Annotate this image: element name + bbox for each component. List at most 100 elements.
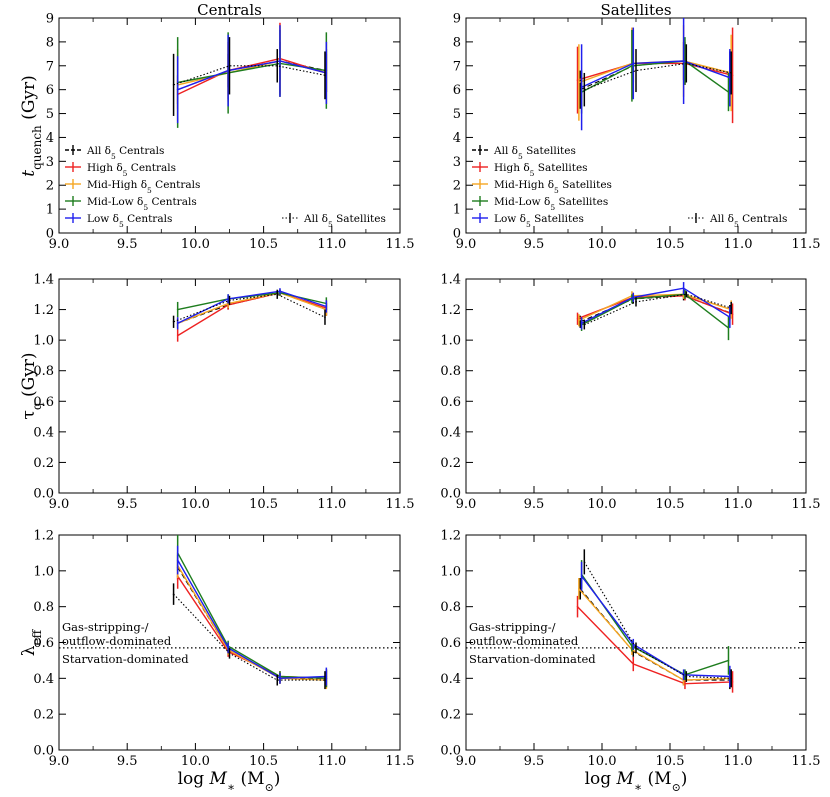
data-point xyxy=(583,561,586,563)
data-point xyxy=(682,287,685,289)
y-tick-label: 0.4 xyxy=(440,672,461,687)
y-tick-label: 0.2 xyxy=(440,456,461,471)
data-point xyxy=(729,76,731,79)
legend-label-midhigh: Mid-High δ5 Centrals xyxy=(87,179,200,195)
y-tick-label: 5 xyxy=(453,107,461,122)
x-tick-label: 11.0 xyxy=(317,237,346,252)
series-line xyxy=(581,60,729,93)
x-tick-label: 11.5 xyxy=(386,237,415,252)
annotation-starvation: Starvation-dominated xyxy=(469,652,596,666)
series-line xyxy=(177,290,327,324)
y-tick-label: 0.6 xyxy=(33,636,54,651)
y-tick-label: 0.0 xyxy=(33,744,54,759)
y-tick-label: 5 xyxy=(46,107,54,122)
data-point xyxy=(279,290,281,293)
legend-label-high: High δ5 Satellites xyxy=(494,162,588,178)
series-line xyxy=(173,593,325,681)
series-line xyxy=(579,588,730,681)
series-line xyxy=(177,552,327,679)
y-tick-label: 1 xyxy=(453,203,461,218)
data-point xyxy=(685,62,688,65)
data-point xyxy=(176,559,179,561)
x-tick-label: 9.0 xyxy=(49,237,70,252)
data-point xyxy=(176,322,179,325)
series-dotted xyxy=(172,583,326,690)
x-tick-label: 11.0 xyxy=(724,497,753,512)
data-point xyxy=(576,605,579,608)
data-point xyxy=(227,298,229,300)
x-tick-label: 10.0 xyxy=(181,497,210,512)
x-tick-label: 11.5 xyxy=(792,237,821,252)
plot-frame xyxy=(465,278,807,494)
series-line xyxy=(177,565,327,681)
data-point xyxy=(325,305,328,308)
x-tick-label: 9.5 xyxy=(524,754,545,769)
y-tick-label: 0.0 xyxy=(33,487,54,502)
data-point xyxy=(279,677,281,680)
y-tick-label: 6 xyxy=(46,83,54,98)
y-tick-label: 0.4 xyxy=(440,425,461,440)
data-point xyxy=(635,69,637,72)
x-tick-label: 11.5 xyxy=(792,754,821,769)
series-line xyxy=(177,60,327,91)
x-axis-label: log M∗ (M⊙) xyxy=(178,769,281,794)
series-low xyxy=(176,288,328,330)
legend-label-all: All δ5 Satellites xyxy=(493,145,576,161)
data-point xyxy=(580,575,583,578)
series-line xyxy=(177,57,327,96)
data-point xyxy=(727,327,730,329)
series-low xyxy=(580,561,731,688)
x-tick-label: 9.5 xyxy=(117,754,138,769)
series-line xyxy=(579,60,730,91)
data-point xyxy=(730,72,732,74)
series-midhigh xyxy=(578,289,732,327)
x-tick-label: 10.0 xyxy=(181,754,210,769)
data-point xyxy=(324,679,326,681)
y-tick-label: 9 xyxy=(453,12,461,27)
x-tick-label: 9.0 xyxy=(49,497,70,512)
y-tick-label: 1.4 xyxy=(33,273,54,288)
y-tick-label: 0.6 xyxy=(33,395,54,410)
x-tick-label: 9.0 xyxy=(456,497,477,512)
plot-frame xyxy=(58,278,401,494)
x-tick-label: 10.5 xyxy=(656,237,685,252)
panel-centrals-tauq: 9.0 9.5 10.0 10.5 11.0 11.5 0.0 0.2 0.4 0.6 0.8 1.0… xyxy=(33,273,414,513)
x-tick-label: 9.5 xyxy=(117,497,138,512)
x-tick-label: 9.0 xyxy=(456,237,477,252)
series-low xyxy=(580,18,731,131)
series-line xyxy=(576,606,733,685)
legend-label-low: Low δ5 Satellites xyxy=(494,213,584,229)
data-point xyxy=(632,296,635,299)
series-line xyxy=(578,293,732,321)
y-tick-label: 3 xyxy=(46,155,54,170)
series-midlow xyxy=(176,29,328,128)
y-tick-label: 2 xyxy=(453,179,461,194)
data-point xyxy=(276,679,279,681)
data-point xyxy=(576,79,579,81)
x-tick-label: 11.0 xyxy=(724,237,753,252)
y-tick-label: 3 xyxy=(453,155,461,170)
data-point xyxy=(176,334,179,337)
y-tick-label: 1.0 xyxy=(33,564,54,579)
data-point xyxy=(682,60,685,62)
data-point xyxy=(578,319,580,322)
y-tick-label: 4 xyxy=(453,131,461,146)
data-point xyxy=(580,86,583,89)
data-point xyxy=(228,652,231,655)
x-axis-label: log M∗ (M⊙) xyxy=(585,769,688,794)
y-tick-label: 6 xyxy=(453,83,461,98)
series-line xyxy=(584,62,732,91)
data-point xyxy=(172,593,175,595)
y-tick-label: 0.0 xyxy=(440,487,461,502)
panel-centrals-tquench: 9.0 9.5 10.0 10.5 11.0 11.5 0 1 2 3 4 5 6 7 8 9 All δ5 C… xyxy=(46,1,415,252)
series-line xyxy=(581,575,730,678)
series-dotted xyxy=(583,44,732,107)
y-tick-label: 1.2 xyxy=(33,529,54,544)
y-tick-label: 0.6 xyxy=(440,636,461,651)
data-point xyxy=(730,307,732,309)
series-line xyxy=(173,293,326,323)
x-tick-label: 11.0 xyxy=(317,497,346,512)
y-tick-label: 0.4 xyxy=(33,672,54,687)
data-point xyxy=(729,316,731,319)
